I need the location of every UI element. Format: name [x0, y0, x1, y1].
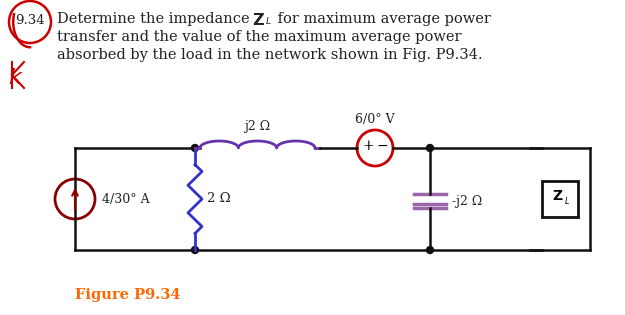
Text: $_L$: $_L$: [564, 196, 570, 208]
Text: 6/0° V: 6/0° V: [355, 113, 395, 126]
Text: 4/30° A: 4/30° A: [102, 192, 149, 205]
Circle shape: [191, 247, 199, 254]
Text: $_L$: $_L$: [265, 14, 272, 27]
Circle shape: [191, 145, 199, 152]
Text: transfer and the value of the maximum average power: transfer and the value of the maximum av…: [57, 30, 461, 44]
Bar: [542, 181, 578, 217]
Text: +: +: [362, 139, 374, 153]
Text: -j2 Ω: -j2 Ω: [452, 194, 482, 208]
Circle shape: [426, 145, 434, 152]
Text: 2 Ω: 2 Ω: [207, 192, 231, 205]
Text: Determine the impedance: Determine the impedance: [57, 12, 254, 26]
Text: $\mathbf{Z}$: $\mathbf{Z}$: [252, 12, 265, 28]
Text: $\mathit{k}$: $\mathit{k}$: [8, 67, 24, 89]
Text: Figure P9.34: Figure P9.34: [75, 288, 181, 302]
Text: absorbed by the load in the network shown in Fig. P9.34.: absorbed by the load in the network show…: [57, 48, 483, 62]
Text: $\mathbf{Z}$: $\mathbf{Z}$: [552, 189, 564, 203]
Circle shape: [426, 247, 434, 254]
Text: 9.34: 9.34: [15, 14, 45, 26]
Text: −: −: [376, 139, 388, 153]
Text: j2 Ω: j2 Ω: [244, 120, 271, 133]
Text: for maximum average power: for maximum average power: [273, 12, 491, 26]
